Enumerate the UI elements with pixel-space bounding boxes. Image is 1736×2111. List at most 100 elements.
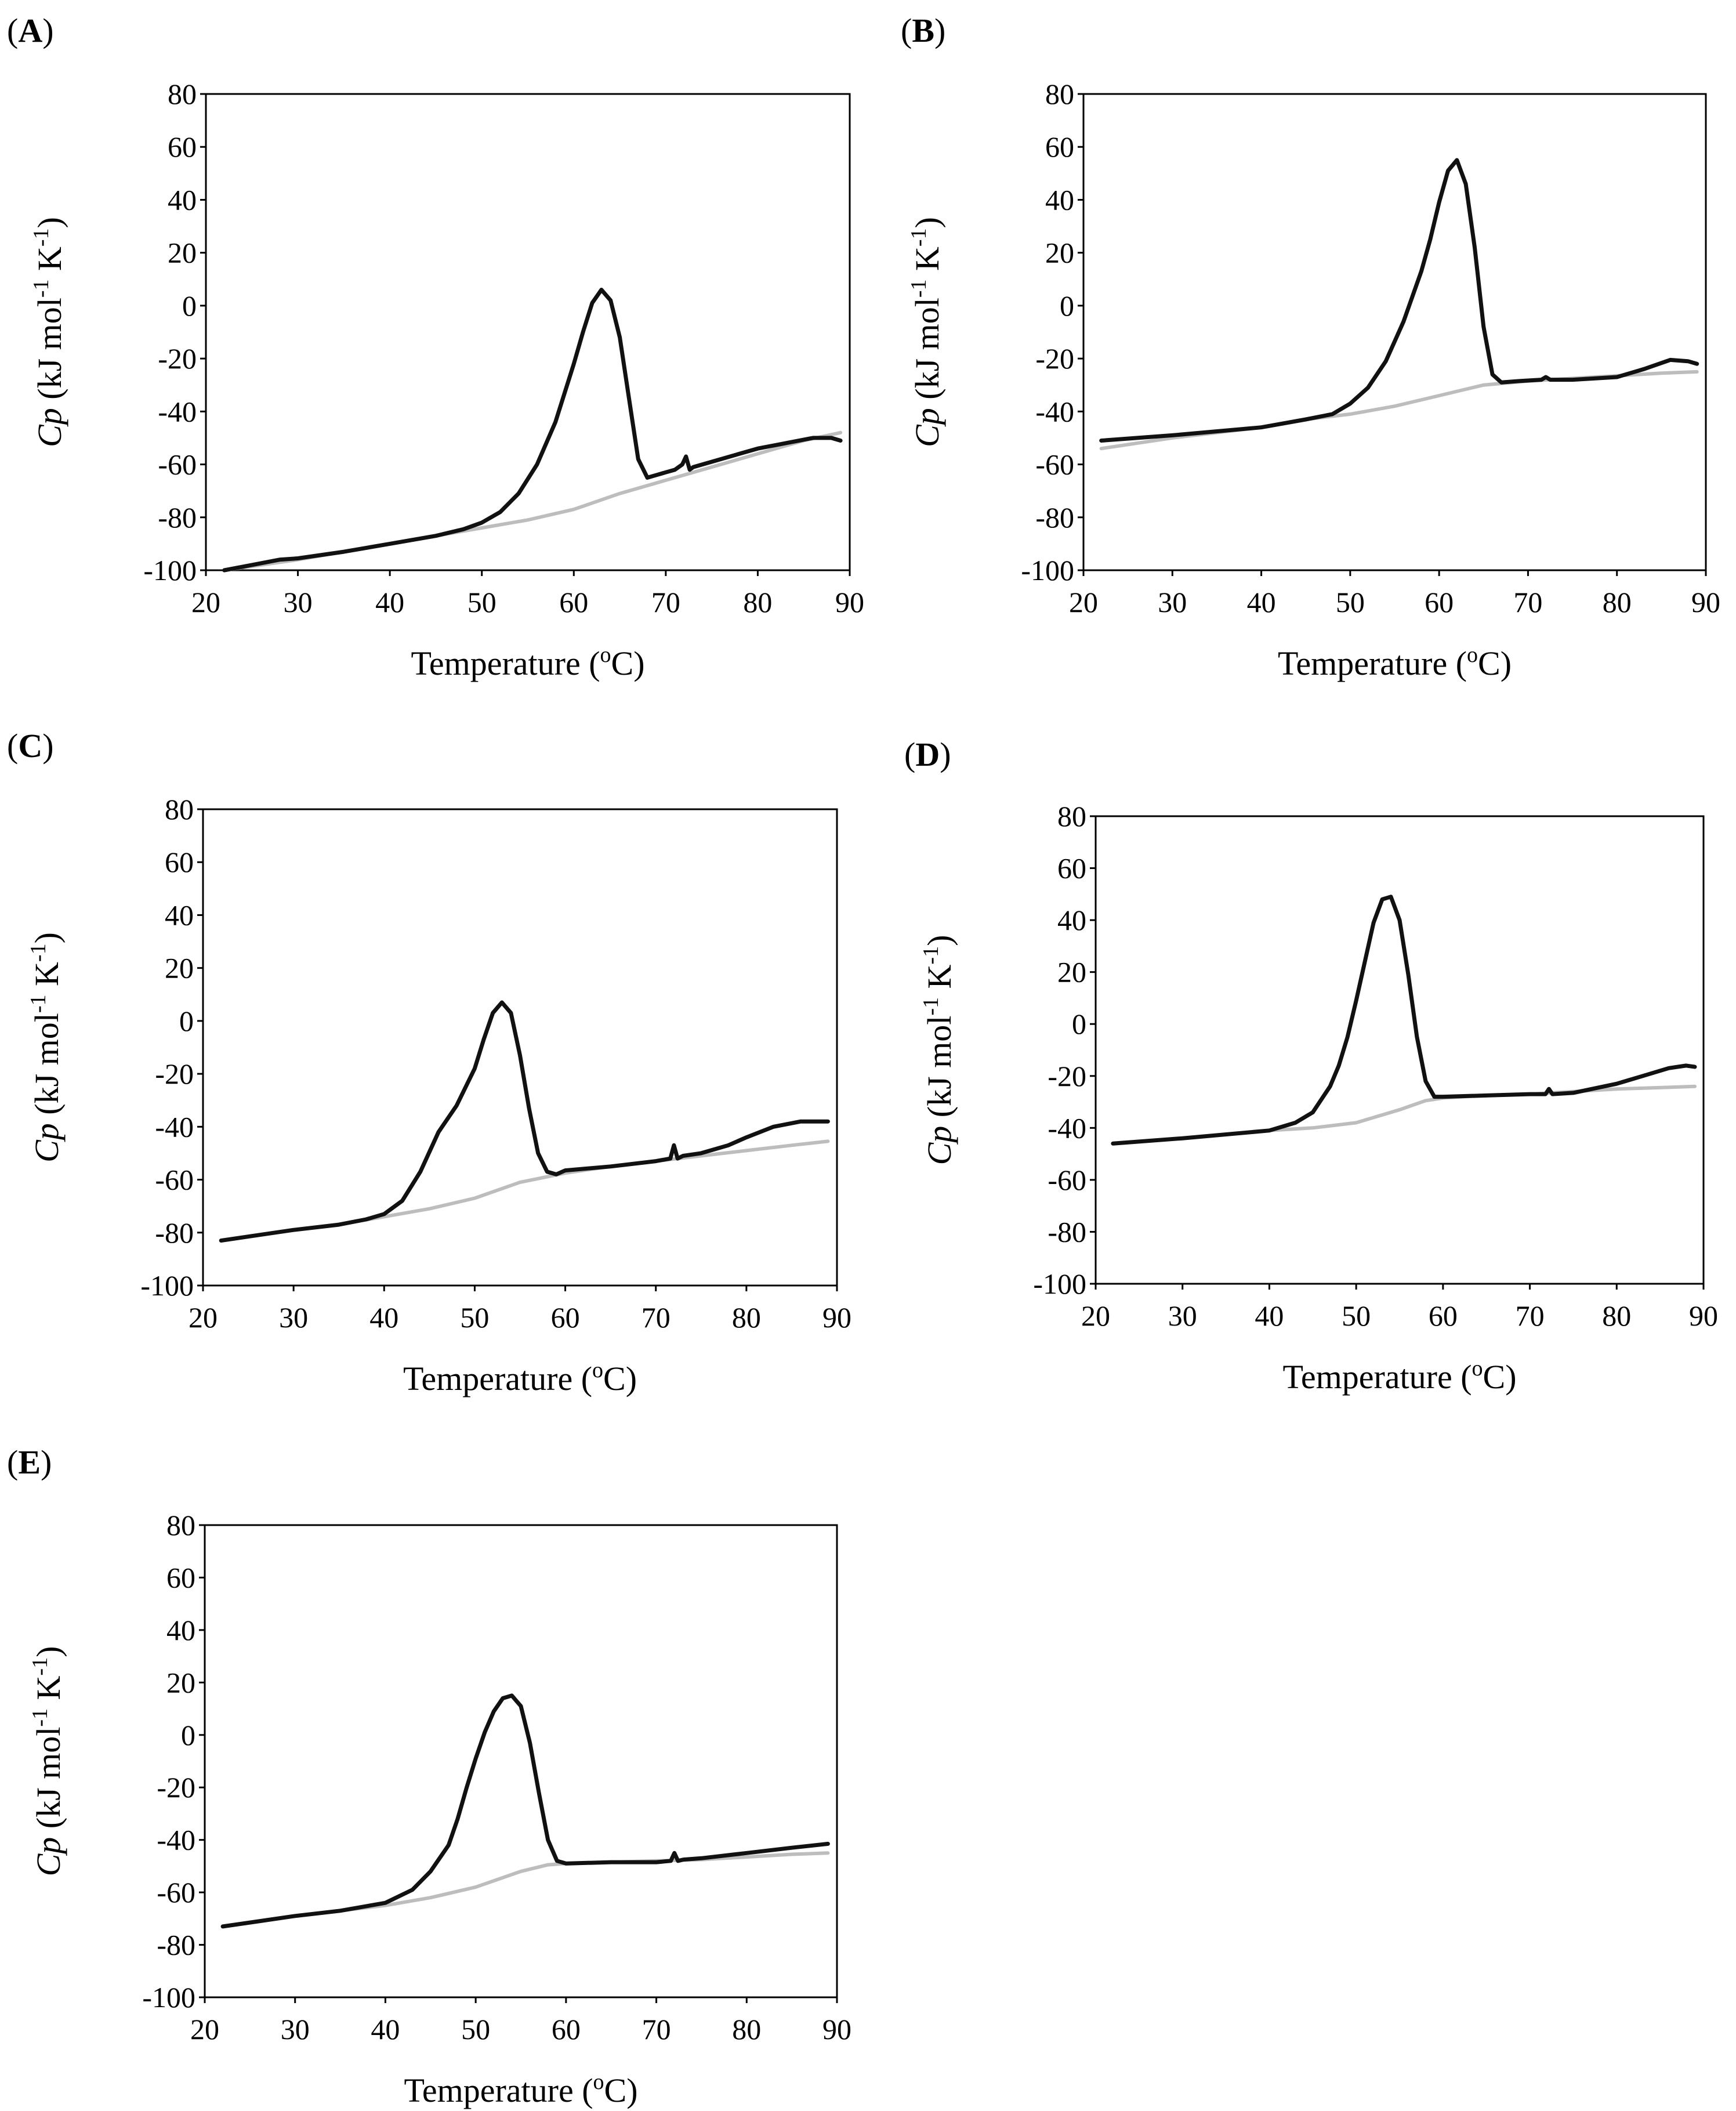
- panel-label: (D): [904, 736, 951, 773]
- x-tick-label: 30: [1158, 586, 1187, 618]
- y-tick-label: 80: [166, 1509, 195, 1541]
- x-tick-label: 30: [284, 586, 313, 618]
- plot-frame: [205, 93, 851, 571]
- y-axis-label: Cp (kJ mol-1 K-1): [26, 932, 66, 1163]
- y-tick-label: -100: [1021, 554, 1074, 586]
- y-axis-label: Cp (kJ mol-1 K-1): [28, 1646, 67, 1877]
- y-tick-label: 20: [168, 237, 197, 269]
- y-tick-label: -100: [142, 1981, 195, 2014]
- series-measured: [1099, 158, 1699, 443]
- y-tick-label: 20: [165, 952, 194, 984]
- y-tick-label: -60: [1048, 1164, 1086, 1196]
- x-axis-label: Temperature (oC): [403, 1358, 637, 1397]
- y-tick-label: 40: [1057, 904, 1086, 936]
- x-axis-label: Temperature (oC): [1282, 1356, 1516, 1396]
- x-tick-label: 80: [1603, 586, 1632, 618]
- plot-frame: [1094, 815, 1705, 1285]
- x-axis-label: Temperature (oC): [1278, 643, 1512, 682]
- y-tick-label: 0: [1072, 1008, 1086, 1040]
- x-tick-label: 50: [467, 586, 496, 618]
- y-tick-label: 80: [1057, 800, 1086, 832]
- y-tick-label: -40: [1035, 395, 1074, 428]
- panel-label: (C): [7, 727, 54, 765]
- x-tick-label: 20: [1069, 586, 1098, 618]
- y-tick-label: 80: [165, 793, 194, 825]
- y-tick-label: -40: [157, 1824, 195, 1856]
- y-tick-label: -80: [158, 501, 197, 534]
- y-tick-label: 40: [168, 183, 197, 216]
- x-axis-label: Temperature (oC): [404, 2070, 637, 2109]
- y-tick-label: 60: [168, 131, 197, 163]
- x-tick-label: 90: [822, 2013, 851, 2045]
- y-tick-label: -40: [1048, 1111, 1086, 1144]
- x-tick-label: 30: [281, 2013, 310, 2045]
- x-tick-label: 90: [1691, 586, 1720, 618]
- series-baseline: [1099, 370, 1699, 451]
- y-tick-label: 20: [1045, 237, 1074, 269]
- y-tick-label: 0: [181, 1719, 195, 1751]
- x-tick-label: 90: [835, 586, 864, 618]
- x-tick-label: 60: [1425, 586, 1454, 618]
- x-tick-label: 90: [1689, 1299, 1718, 1332]
- panel-label: (B): [901, 12, 945, 49]
- x-tick-label: 40: [1255, 1299, 1284, 1332]
- x-tick-label: 40: [371, 2013, 400, 2045]
- y-tick-label: 40: [165, 899, 194, 931]
- x-tick-label: 20: [190, 2013, 219, 2045]
- y-tick-label: -100: [140, 1269, 194, 1302]
- x-tick-label: 70: [642, 2013, 671, 2045]
- x-tick-label: 50: [1336, 586, 1365, 618]
- x-tick-label: 20: [189, 1301, 218, 1334]
- x-tick-label: 60: [551, 1301, 580, 1334]
- x-tick-label: 90: [822, 1301, 851, 1334]
- y-tick-label: -20: [158, 342, 197, 375]
- y-tick-label: -40: [155, 1110, 194, 1143]
- panel-label: (E): [7, 1443, 52, 1481]
- plot-frame: [202, 808, 838, 1287]
- x-tick-label: 60: [552, 2013, 581, 2045]
- x-axis-label: Temperature (oC): [411, 643, 644, 682]
- y-tick-label: 20: [166, 1666, 195, 1699]
- y-tick-label: 60: [165, 846, 194, 878]
- y-tick-label: -80: [1048, 1215, 1086, 1248]
- panel-label: (A): [7, 12, 54, 49]
- x-tick-label: 70: [642, 1301, 671, 1334]
- x-tick-label: 40: [1247, 586, 1276, 618]
- x-tick-label: 60: [1429, 1299, 1458, 1332]
- x-tick-label: 40: [369, 1301, 398, 1334]
- y-tick-label: 0: [179, 1005, 194, 1037]
- y-tick-label: -60: [155, 1164, 194, 1196]
- x-tick-label: 70: [651, 586, 680, 618]
- y-tick-label: -60: [157, 1876, 195, 1909]
- y-tick-label: 80: [168, 78, 197, 110]
- y-tick-label: 60: [166, 1561, 195, 1594]
- y-axis-label: Cp (kJ mol-1 K-1): [907, 217, 946, 447]
- x-tick-label: 70: [1516, 1299, 1545, 1332]
- series-measured: [219, 1000, 830, 1243]
- x-tick-label: 50: [1342, 1299, 1371, 1332]
- y-tick-label: 40: [1045, 183, 1074, 216]
- y-tick-label: -60: [1035, 448, 1074, 481]
- series-measured: [222, 288, 843, 573]
- x-tick-label: 20: [1081, 1299, 1110, 1332]
- series-baseline: [221, 1851, 830, 1928]
- x-tick-label: 30: [1168, 1299, 1197, 1332]
- x-tick-label: 80: [1602, 1299, 1631, 1332]
- y-tick-label: 0: [182, 289, 197, 322]
- x-tick-label: 60: [559, 586, 588, 618]
- y-tick-label: 80: [1045, 78, 1074, 110]
- x-tick-label: 30: [279, 1301, 308, 1334]
- y-tick-label: -20: [157, 1771, 195, 1804]
- plot-frame: [204, 1524, 838, 1998]
- y-tick-label: -20: [1035, 342, 1074, 375]
- y-axis-label: Cp (kJ mol-1 K-1): [29, 217, 68, 447]
- series-measured: [220, 1693, 830, 1929]
- y-tick-label: 60: [1045, 131, 1074, 163]
- y-tick-label: -80: [157, 1929, 195, 1961]
- y-tick-label: 40: [166, 1614, 195, 1646]
- series-baseline: [219, 1139, 830, 1243]
